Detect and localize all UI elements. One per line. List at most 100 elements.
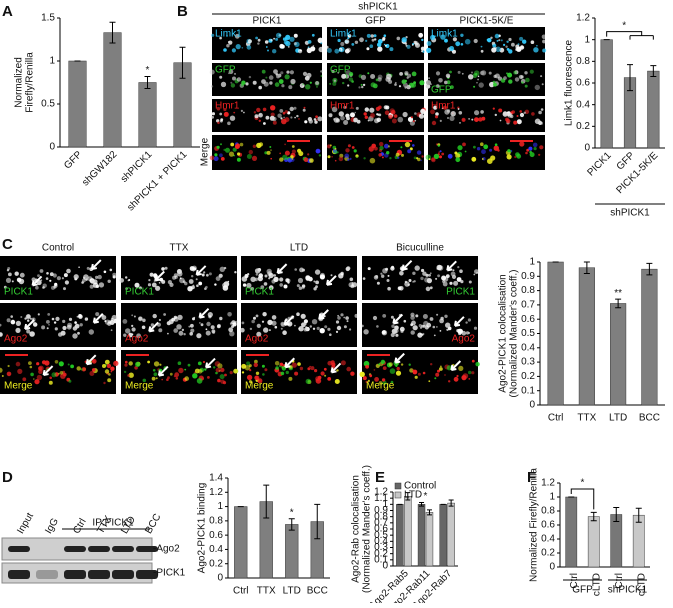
speck [328, 113, 333, 118]
speck [29, 331, 35, 337]
speck [414, 265, 420, 271]
speck [245, 82, 249, 86]
speck [349, 72, 354, 77]
speck [104, 320, 107, 323]
speck [30, 372, 34, 377]
speck [110, 329, 113, 332]
speck [425, 286, 431, 292]
speck [142, 378, 147, 383]
speck [282, 330, 287, 336]
speck [288, 85, 293, 90]
speck [367, 379, 370, 382]
y-tick-label: 0.1 [374, 554, 388, 565]
speck [128, 372, 134, 378]
speck [384, 143, 389, 149]
speck [453, 280, 459, 286]
speck [275, 32, 282, 39]
speck [358, 86, 361, 89]
speck [373, 369, 376, 371]
speck [283, 116, 285, 119]
speck [508, 79, 513, 84]
speck [73, 274, 79, 280]
y-tick-label: 0.4 [374, 536, 388, 547]
speck [397, 286, 402, 291]
speck [123, 370, 127, 374]
speck [241, 321, 245, 325]
speck [262, 312, 267, 317]
speck [10, 319, 16, 325]
speck [107, 378, 112, 383]
speck [342, 81, 345, 85]
speck [525, 77, 530, 83]
panel-label: E [375, 469, 385, 486]
speck [253, 362, 258, 368]
speck [296, 312, 300, 317]
speck [444, 80, 448, 85]
speck [304, 323, 307, 325]
speck [268, 272, 274, 279]
speck [478, 117, 483, 122]
speck [317, 37, 324, 44]
speck [516, 119, 522, 125]
speck [290, 78, 296, 85]
speck [444, 314, 448, 318]
speck [232, 76, 236, 81]
speck [263, 122, 266, 125]
speck [311, 319, 318, 325]
speck [382, 366, 387, 370]
arrow [330, 362, 342, 374]
speck [503, 76, 507, 80]
error-bar [419, 501, 425, 507]
group-label: GFP [572, 585, 593, 596]
speck [354, 40, 359, 44]
y-axis-label: Firefly/Renilla [25, 52, 36, 113]
speck [365, 364, 369, 369]
speck [289, 36, 295, 42]
speck [523, 111, 526, 115]
speck [349, 277, 354, 282]
speck [436, 313, 439, 316]
speck [365, 39, 368, 43]
speck [205, 328, 208, 331]
speck [497, 149, 500, 152]
speck [514, 155, 517, 159]
y-tick-label: 0.5 [521, 328, 535, 339]
speck [498, 108, 503, 113]
speck [334, 379, 340, 384]
speck [49, 279, 52, 282]
y-tick-label: 1 [549, 492, 555, 503]
speck [461, 330, 467, 336]
speck [62, 319, 66, 323]
column-header: PICK1-5K/E [460, 16, 514, 27]
x-tick-label: GFP [62, 149, 85, 172]
speck [267, 49, 269, 52]
speck [395, 152, 400, 157]
speck [522, 39, 527, 44]
y-tick-label: 0.5 [41, 99, 55, 110]
speck [412, 369, 414, 371]
speck [334, 147, 337, 150]
speck [385, 267, 389, 271]
y-tick-label: 0.6 [209, 530, 223, 541]
speck [248, 364, 252, 368]
speck [519, 141, 525, 147]
arrow [284, 357, 296, 369]
speck [277, 113, 282, 118]
speck [490, 36, 493, 39]
speck [52, 273, 57, 278]
speck [338, 156, 344, 162]
speck [460, 33, 464, 37]
speck [230, 83, 236, 88]
speck [390, 380, 394, 384]
y-tick-label: 0.1 [521, 385, 535, 396]
speck [333, 150, 338, 155]
speck [226, 34, 228, 37]
speck [228, 151, 235, 157]
speck [110, 370, 113, 373]
speck [542, 48, 547, 53]
y-tick-label: 0 [584, 143, 590, 154]
speck [102, 364, 106, 368]
speck [257, 378, 263, 384]
column-header: LTD [290, 243, 308, 254]
speck [56, 276, 62, 281]
